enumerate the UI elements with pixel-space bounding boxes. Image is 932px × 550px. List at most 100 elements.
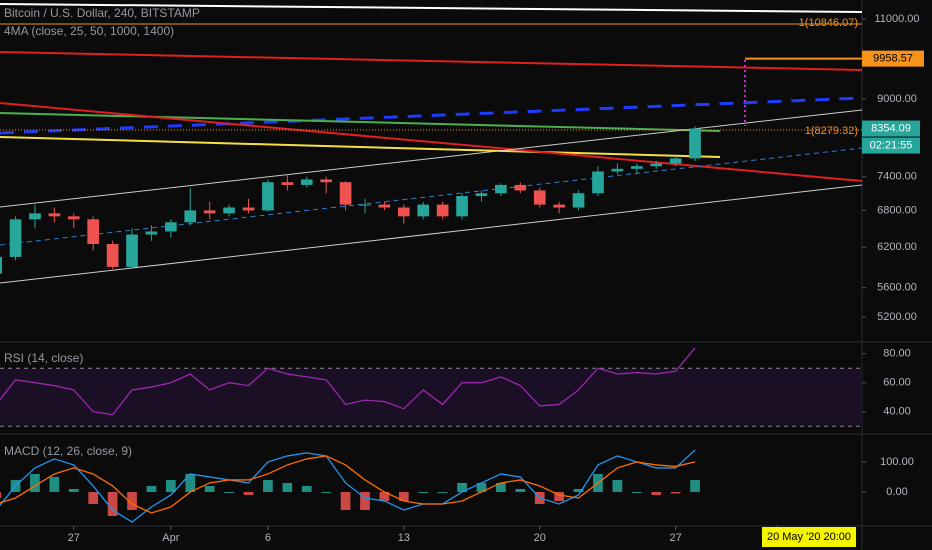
histogram-bar [379, 491, 390, 501]
candle-body [281, 182, 294, 185]
candle-body [87, 219, 100, 244]
rsi-line [0, 347, 696, 416]
candle-body [67, 216, 80, 220]
candle-body [262, 182, 274, 211]
candle-body [339, 182, 352, 205]
channel-mid [0, 147, 863, 246]
histogram-bar [515, 488, 526, 492]
histogram-bar [690, 479, 700, 492]
candle-body [650, 163, 663, 167]
candle-body [145, 231, 158, 235]
candle-body [630, 166, 643, 169]
ma-line [0, 136, 721, 158]
histogram-bar [282, 482, 293, 492]
candle-body [397, 207, 410, 217]
histogram-bar [68, 488, 79, 492]
candle-body [0, 256, 2, 274]
x-tick-label: 27 [68, 532, 80, 544]
trend-line [0, 3, 863, 13]
candle-body [475, 193, 488, 197]
histogram-bar [88, 491, 99, 504]
fib-label: 1(10846.07) [799, 17, 858, 29]
y-tick-label: 6200.00 [877, 241, 917, 253]
y-tick-label: 0.00 [886, 486, 907, 498]
histogram-bar [263, 479, 273, 492]
histogram-bar [49, 476, 60, 492]
x-tick-label: 27 [669, 532, 681, 544]
rsi-band-fill [0, 368, 862, 427]
fib-label: 1(8279.32) [805, 125, 858, 137]
histogram-bar [457, 482, 467, 492]
histogram-bar [418, 491, 429, 493]
drawings [0, 3, 863, 284]
trend-line [0, 102, 863, 182]
candle-body [9, 219, 22, 257]
histogram-bar [573, 488, 584, 492]
histogram-bar [670, 491, 681, 494]
histogram-bar [554, 491, 564, 501]
histogram-bar [340, 491, 351, 510]
candle-body [48, 213, 61, 217]
histogram-bar [243, 491, 254, 495]
candle-body [165, 222, 177, 232]
candle-body [514, 184, 527, 191]
candle-body [378, 204, 391, 208]
histogram-bar [165, 479, 176, 492]
histogram-bar [321, 491, 332, 493]
histogram-bar [107, 491, 118, 516]
y-tick-label: 5200.00 [877, 311, 917, 323]
macd-title: MACD (12, 26, close, 9) [4, 444, 132, 458]
candle-body [184, 210, 197, 223]
signal-line [0, 455, 696, 514]
y-tick-label: 100.00 [880, 456, 914, 468]
y-tick-label: 80.00 [883, 348, 911, 360]
candle-body [126, 234, 138, 267]
candle-body [320, 179, 332, 183]
candle-body [300, 179, 313, 185]
histogram-bar [398, 491, 409, 501]
candle-body [436, 204, 449, 217]
target-label: 9958.57 [873, 53, 913, 65]
candle-body [495, 184, 507, 194]
countdown-box [862, 137, 920, 154]
ma-line [0, 112, 721, 132]
last-price-label: 8354.09 [871, 122, 911, 134]
macd-line [0, 449, 696, 523]
rsi-title: RSI (14, close) [4, 351, 83, 365]
histogram-bar [185, 473, 196, 492]
y-tick-label: 11000.00 [874, 13, 919, 25]
histogram-bar [127, 491, 137, 510]
histogram-bar [0, 491, 1, 498]
candle-body [611, 168, 624, 172]
last-price-box [862, 120, 920, 137]
crosshair-time: 20 May '20 20:00 [767, 531, 851, 543]
candle-body [689, 128, 701, 159]
y-tick-label: 40.00 [883, 406, 911, 418]
candle-body [242, 207, 255, 211]
histogram-bar [204, 485, 215, 492]
candle-body [553, 204, 565, 208]
channel-line [0, 109, 863, 208]
candle-body [203, 210, 216, 214]
candle-body [592, 171, 604, 194]
target-box [862, 50, 924, 67]
channel-line [0, 184, 863, 284]
histogram-bar [224, 491, 234, 493]
x-tick-label: 6 [265, 532, 271, 544]
x-tick-label: Apr [162, 532, 179, 544]
histogram-bar [360, 491, 370, 510]
candle-body [223, 207, 235, 214]
candle-body [669, 158, 682, 164]
histogram-bar [301, 485, 312, 492]
histogram-bar [631, 491, 642, 493]
x-tick-label: 20 [534, 532, 546, 544]
candle-body [456, 196, 468, 217]
countdown: 02:21:55 [870, 139, 913, 151]
candle-body [533, 190, 546, 205]
candle-body [29, 213, 41, 220]
y-tick-label: 6800.00 [877, 204, 917, 216]
histogram-bar [146, 485, 157, 492]
indicator-title: 4MA (close, 25, 50, 1000, 1400) [4, 24, 174, 38]
